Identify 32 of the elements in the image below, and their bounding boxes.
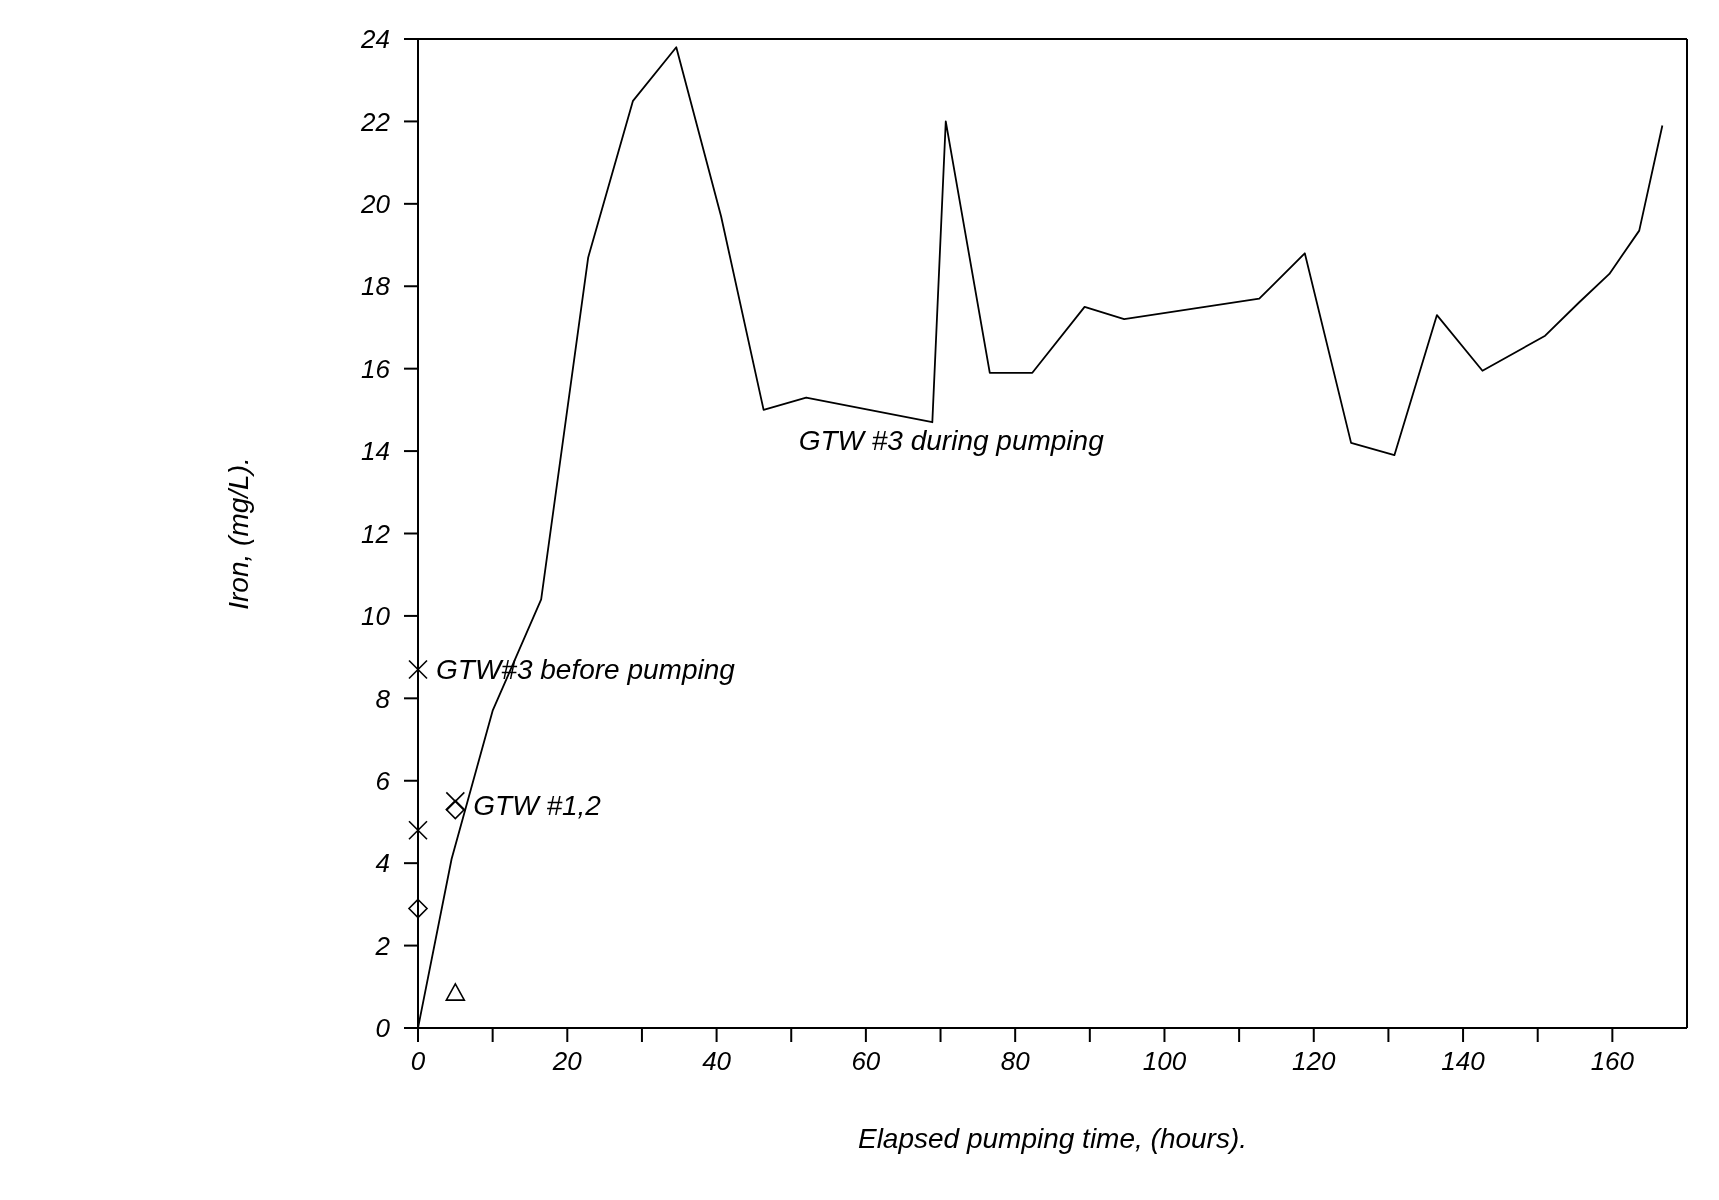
y-tick-label: 10: [361, 601, 391, 632]
point: [445, 983, 466, 1001]
annotation: GTW #1,2: [473, 790, 602, 822]
y-tick-label: 0: [375, 1013, 391, 1044]
y-tick-label: 22: [360, 106, 391, 137]
x-tick-label: 140: [1441, 1046, 1486, 1077]
y-tick-label: 24: [360, 24, 390, 55]
x-tick-label: 160: [1590, 1046, 1635, 1077]
y-tick-label: 4: [375, 848, 390, 879]
point: [408, 820, 428, 840]
y-axis-title: Iron, (mg/L).: [222, 457, 254, 610]
x-tick-label: 100: [1142, 1046, 1187, 1077]
point: [445, 799, 466, 820]
y-tick-label: 2: [374, 930, 391, 961]
x-tick-label: 80: [1000, 1046, 1031, 1077]
x-tick-label: 120: [1292, 1046, 1336, 1077]
point: [408, 659, 428, 680]
y-tick-label: 14: [361, 436, 390, 467]
x-tick-label: 20: [551, 1046, 583, 1077]
y-tick-label: 16: [361, 353, 391, 384]
point: [408, 898, 428, 919]
point: [445, 791, 466, 812]
y-tick-label: 8: [375, 683, 391, 714]
y-tick-label: 20: [360, 189, 391, 220]
y-tick-label: 18: [361, 271, 391, 302]
x-tick-label: 60: [851, 1046, 881, 1077]
y-tick-label: 6: [375, 765, 391, 796]
x-tick-label: 0: [410, 1046, 426, 1077]
x-tick-label: 40: [702, 1046, 732, 1077]
annotation: GTW #3 during pumping: [798, 424, 1104, 457]
y-tick-label: 12: [361, 518, 391, 549]
x-axis-title: Elapsed pumping time, (hours).: [857, 1123, 1248, 1154]
